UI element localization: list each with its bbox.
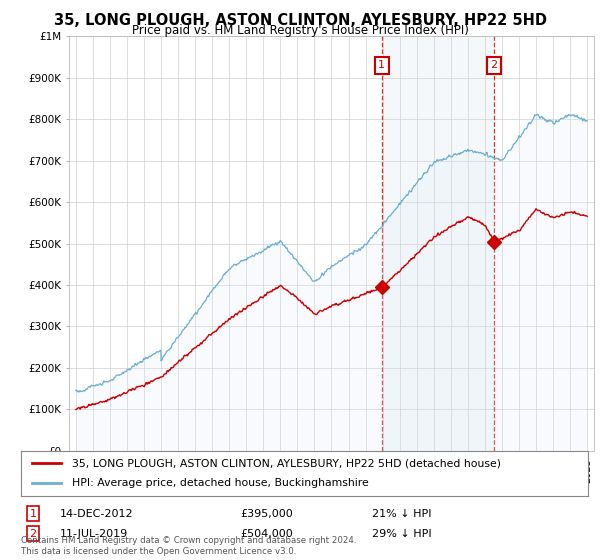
Text: HPI: Average price, detached house, Buckinghamshire: HPI: Average price, detached house, Buck… [72, 478, 369, 488]
Text: 2: 2 [29, 529, 37, 539]
Text: 1: 1 [29, 508, 37, 519]
Text: 2: 2 [490, 60, 497, 71]
Text: Price paid vs. HM Land Registry's House Price Index (HPI): Price paid vs. HM Land Registry's House … [131, 24, 469, 37]
Bar [382, 36, 494, 451]
Text: £395,000: £395,000 [240, 508, 293, 519]
Text: 14-DEC-2012: 14-DEC-2012 [60, 508, 134, 519]
Text: 21% ↓ HPI: 21% ↓ HPI [372, 508, 431, 519]
Text: 29% ↓ HPI: 29% ↓ HPI [372, 529, 431, 539]
Text: 35, LONG PLOUGH, ASTON CLINTON, AYLESBURY, HP22 5HD (detached house): 35, LONG PLOUGH, ASTON CLINTON, AYLESBUR… [72, 458, 501, 468]
Text: Contains HM Land Registry data © Crown copyright and database right 2024.
This d: Contains HM Land Registry data © Crown c… [21, 536, 356, 556]
Text: £504,000: £504,000 [240, 529, 293, 539]
Text: 11-JUL-2019: 11-JUL-2019 [60, 529, 128, 539]
Text: 35, LONG PLOUGH, ASTON CLINTON, AYLESBURY, HP22 5HD: 35, LONG PLOUGH, ASTON CLINTON, AYLESBUR… [53, 13, 547, 28]
Text: 1: 1 [378, 60, 385, 71]
